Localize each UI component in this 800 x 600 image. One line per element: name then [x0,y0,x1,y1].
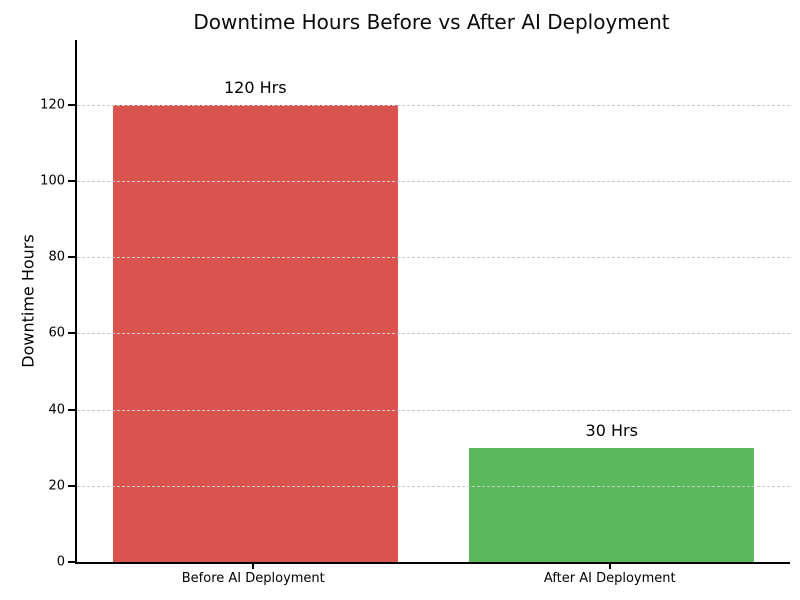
gridline [77,104,790,106]
bar-value-label: 120 Hrs [223,77,287,97]
gridline [77,409,790,411]
y-tick-mark [68,408,75,411]
y-tick-mark [68,561,75,563]
y-tick-mark [68,484,75,487]
x-tick-mark [608,564,611,569]
y-tick-label: 40 [48,402,65,418]
y-tick-label: 80 [48,249,65,265]
gridline [77,180,790,182]
y-tick-mark [68,179,75,182]
bar-after-ai [469,447,755,562]
chart-title: Downtime Hours Before vs After AI Deploy… [193,10,670,34]
y-tick-label: 60 [48,325,65,341]
bar-value-label: 30 Hrs [585,420,638,440]
y-tick-label: 20 [48,478,65,494]
y-tick-mark [68,332,75,335]
y-tick-mark [68,256,75,259]
gridline [77,485,790,487]
plot-area: 120 Hrs 30 Hrs [75,40,790,564]
gridline [77,333,790,335]
x-tick-label: Before AI Deployment [181,571,325,586]
y-tick-label: 100 [40,173,65,189]
x-tick-label: After AI Deployment [543,571,676,586]
y-tick-label: 120 [40,97,65,113]
y-tick-label: 0 [56,554,65,570]
y-tick-mark [68,103,75,106]
x-tick-mark [252,564,255,569]
y-axis-label: Downtime Hours [18,234,38,368]
gridline [77,257,790,259]
